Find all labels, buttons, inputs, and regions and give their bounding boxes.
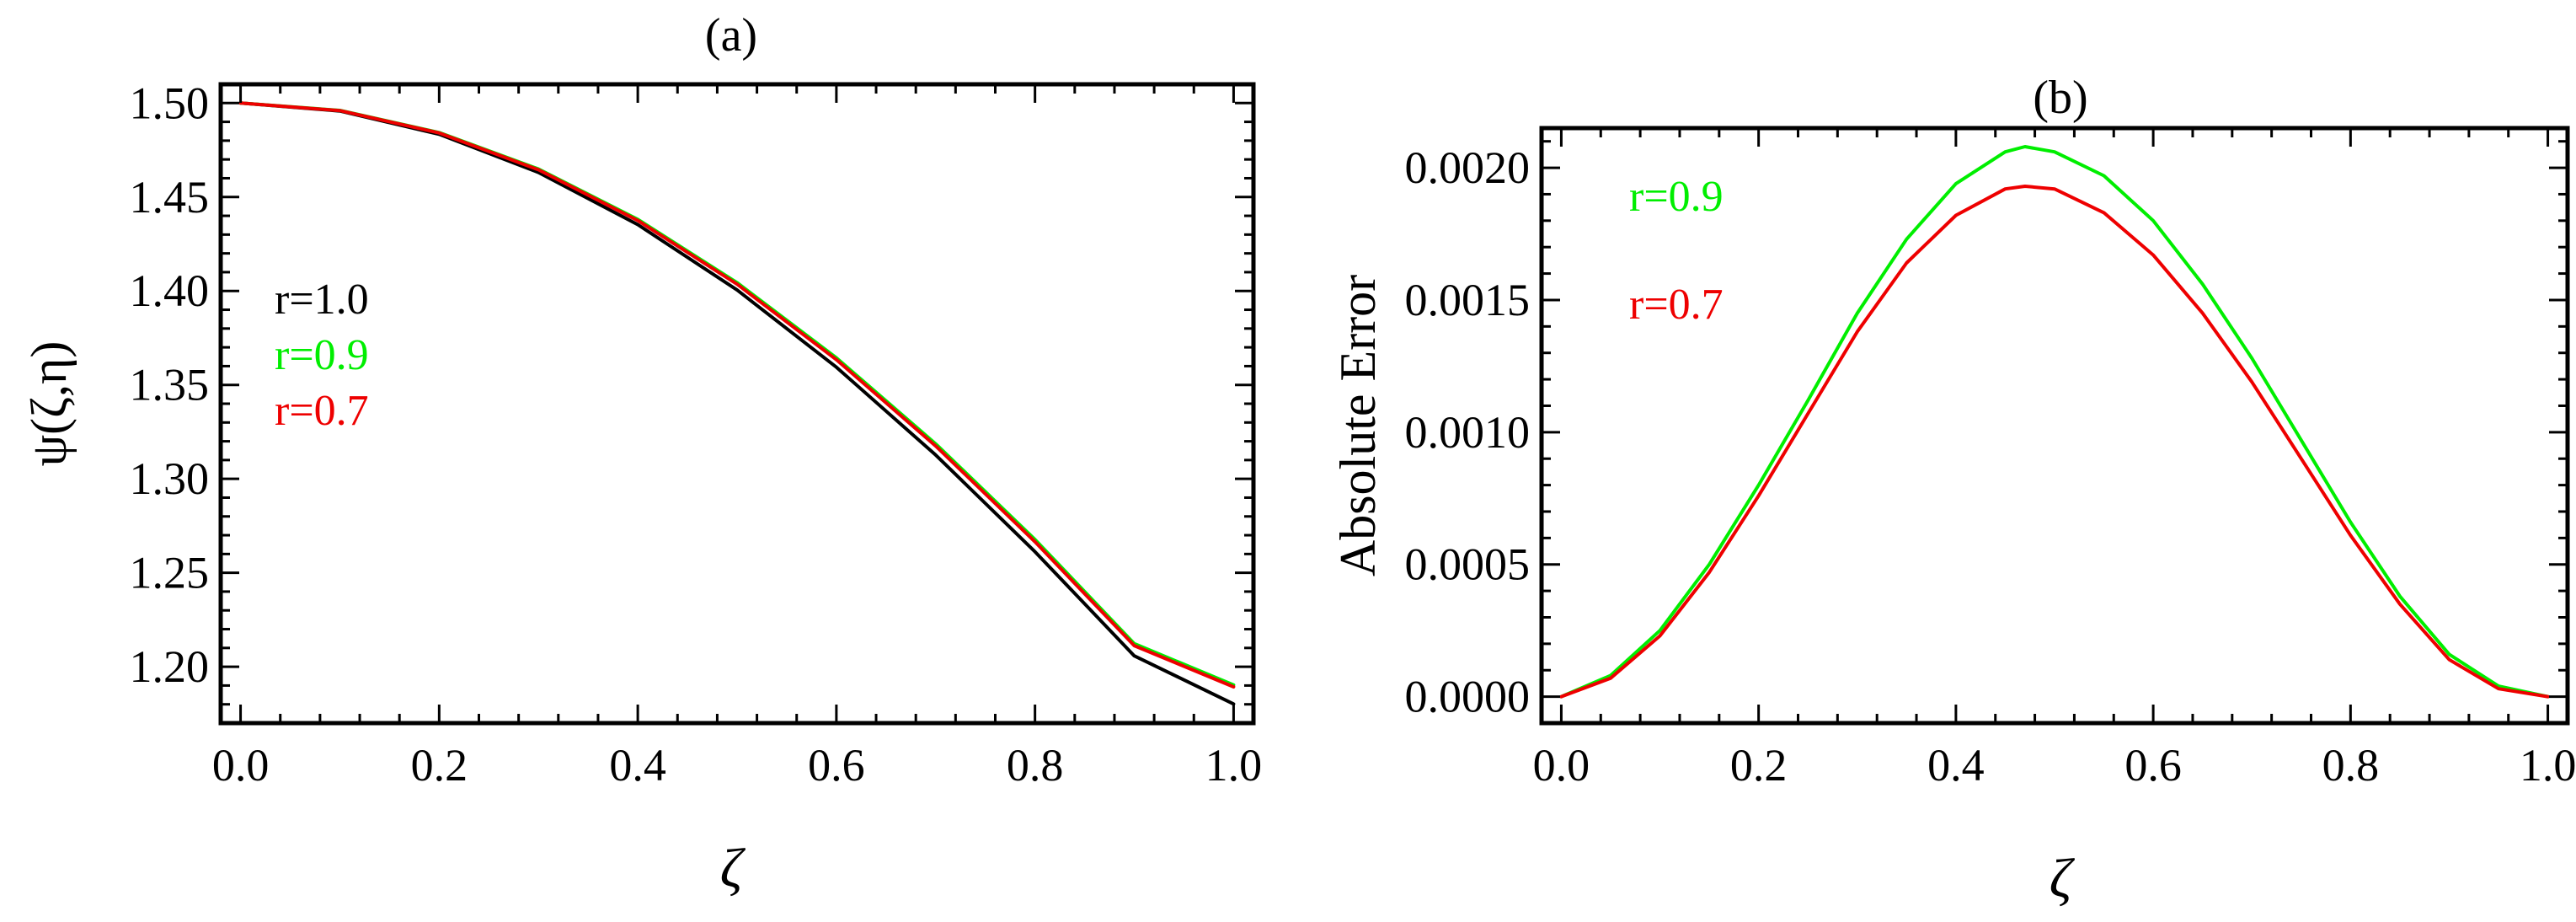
chart-a-ytick-label: 1.50 [130, 78, 210, 128]
chart-b-legend-item: r=0.9 [1629, 173, 1724, 221]
chart-a-xlabel: ζ [720, 838, 746, 899]
chart-b-series-0-line [1559, 145, 2550, 699]
chart-b-xtick-label: 0.2 [1730, 740, 1788, 791]
chart-b-xtick-label: 0.8 [2322, 740, 2380, 791]
chart-a-ytick-label: 1.25 [130, 548, 210, 598]
chart-b-xtick-label: 1.0 [2520, 740, 2576, 791]
chart-a-series-1-line [238, 101, 1236, 687]
chart-a-ytick-label: 1.35 [130, 360, 210, 410]
chart-a-ytick-label: 1.20 [130, 641, 210, 692]
chart-b-ytick-label: 0.0015 [1405, 275, 1531, 325]
chart-b-series-group [1559, 145, 2550, 699]
chart-a-xtick-label: 0.2 [411, 740, 468, 791]
chart-a-series-2-line [238, 101, 1236, 689]
chart-a-ticks: 0.0 0.2 0.4 0.6 0.8 1.0 1.20 1.25 1.30 1.35 1.40 1.… [130, 78, 1263, 791]
chart-b-ytick-label: 0.0000 [1405, 672, 1531, 722]
chart-a-ytick-label: 1.45 [130, 172, 210, 222]
chart-b-xtick-label: 0.4 [1927, 740, 1985, 791]
chart-a-xtick-label: 0.6 [808, 740, 865, 791]
chart-b-title: (b) [2033, 72, 2087, 124]
chart-b-ytick-label: 0.0020 [1405, 142, 1531, 193]
chart-b-series-1-line [1559, 185, 2550, 699]
chart-a-legend-item: r=0.9 [275, 331, 369, 379]
chart-b-legend-item: r=0.7 [1629, 281, 1724, 329]
chart-b: (b) 0.0 0.2 0.4 0.6 0.8 1.0 0.0000 0.0005 0.0010… [1330, 72, 2576, 909]
chart-b-xtick-label: 0.0 [1533, 740, 1590, 791]
chart-a-legend: r=1.0 r=0.9 r=0.7 [275, 276, 369, 435]
chart-a-title: (a) [705, 9, 757, 62]
chart-b-ytick-label: 0.0005 [1405, 539, 1531, 590]
chart-b-xlabel: ζ [2050, 848, 2076, 909]
chart-a-xtick-label: 0.4 [609, 740, 666, 791]
chart-b-frame [1539, 126, 2570, 726]
chart-a-xtick-label: 1.0 [1205, 740, 1263, 791]
chart-a-ytick-label: 1.40 [130, 265, 210, 316]
chart-a-legend-item: r=1.0 [275, 276, 369, 324]
chart-b-xtick-label: 0.6 [2124, 740, 2182, 791]
chart-b-ylabel: Absolute Error [1330, 275, 1386, 576]
chart-a-series-group [238, 101, 1236, 706]
chart-a-frame [218, 82, 1256, 726]
chart-a-xtick-label: 0.0 [212, 740, 270, 791]
chart-a-ylabel: ψ(ζ,η) [21, 341, 77, 467]
chart-a-xtick-label: 0.8 [1007, 740, 1064, 791]
chart-a: (a) 0.0 0.2 0.4 0.6 0.8 1.0 1.20 1.25 1.30 1.35 1.… [21, 9, 1262, 899]
chart-b-legend: r=0.9 r=0.7 [1629, 173, 1724, 329]
chart-a-legend-item: r=0.7 [275, 387, 369, 435]
chart-b-ticks: 0.0 0.2 0.4 0.6 0.8 1.0 0.0000 0.0005 0.0010 0.00… [1405, 128, 2576, 791]
chart-a-ytick-label: 1.30 [130, 453, 210, 504]
chart-b-ytick-label: 0.0010 [1405, 407, 1531, 458]
chart-a-series-0-line [238, 101, 1236, 706]
